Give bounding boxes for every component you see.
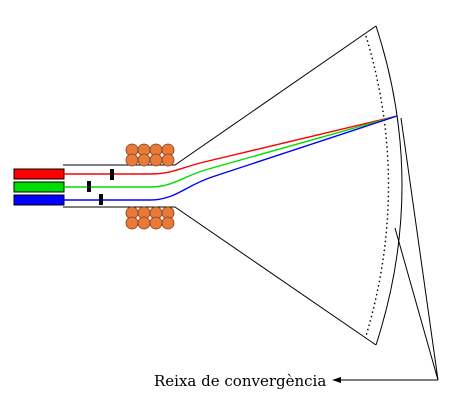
shadow-mask (365, 35, 390, 337)
red-gun (13, 168, 65, 180)
blue-beam (64, 115, 398, 201)
deflection-coil-bottom (125, 206, 175, 230)
funnel-bottom (174, 206, 377, 346)
green-beam-electrode (87, 181, 91, 192)
blue-gun (13, 194, 65, 206)
green-gun (13, 181, 65, 193)
deflection-coil-top (125, 143, 175, 167)
blue-beam-electrode (99, 194, 103, 205)
red-beam (64, 115, 398, 175)
screen-face (375, 25, 403, 346)
red-beam-electrode (110, 169, 114, 180)
label-arrowhead (332, 377, 341, 383)
green-beam (64, 115, 398, 188)
funnel-top (174, 25, 377, 166)
label-pointer-lines (394, 117, 439, 381)
shadow-mask-label: Reixa de convergència (154, 372, 326, 390)
